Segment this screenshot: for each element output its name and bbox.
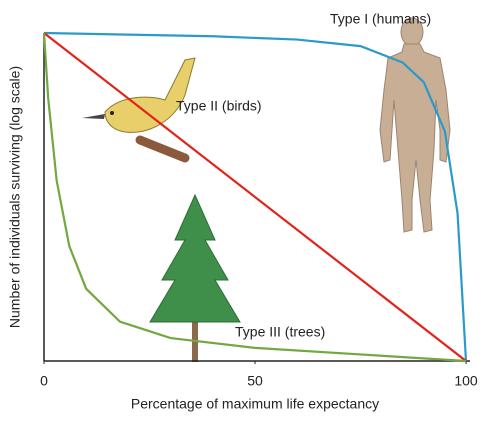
curve-label: Type II (birds) [176,98,262,114]
survival-curve [43,32,467,362]
human-illustration [379,17,451,233]
curve-label: Type I (humans) [330,11,431,27]
x-axis-label: Percentage of maximum life expectancy [131,396,379,412]
survival-curve [42,32,467,363]
y-axis-label: Number of individuals surviving (log sca… [7,66,23,328]
x-tick-label: 50 [247,373,263,389]
tree-illustration [149,193,241,362]
survival-curve [43,31,468,362]
curve-label: Type III (trees) [235,324,325,340]
x-tick-label: 100 [454,373,478,389]
bird-illustration [82,57,196,163]
x-tick-label: 0 [40,373,48,389]
